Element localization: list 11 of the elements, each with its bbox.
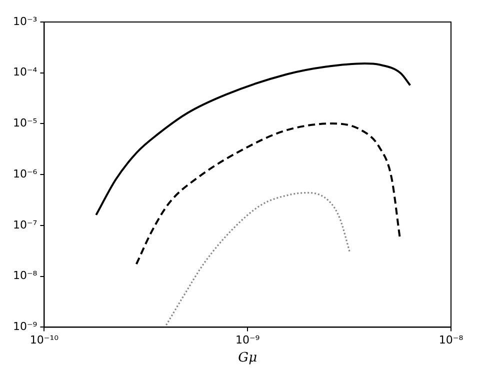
x-tick-label: 10⁻¹⁰ xyxy=(30,334,60,347)
x-tick-label: 10⁻⁹ xyxy=(235,334,260,347)
x-axis-title: Gμ xyxy=(238,350,258,366)
y-tick-label: 10⁻⁶ xyxy=(12,167,38,180)
y-tick-label: 10⁻⁴ xyxy=(12,66,38,79)
y-tick-label: 10⁻⁵ xyxy=(12,116,38,130)
y-tick-label: 10⁻⁷ xyxy=(12,218,38,232)
y-tick-label: 10⁻³ xyxy=(12,14,38,28)
x-tick-label: 10⁻⁸ xyxy=(438,334,464,347)
y-tick-label: 10⁻⁸ xyxy=(12,269,38,282)
y-tick-label: 10⁻⁹ xyxy=(12,320,38,334)
